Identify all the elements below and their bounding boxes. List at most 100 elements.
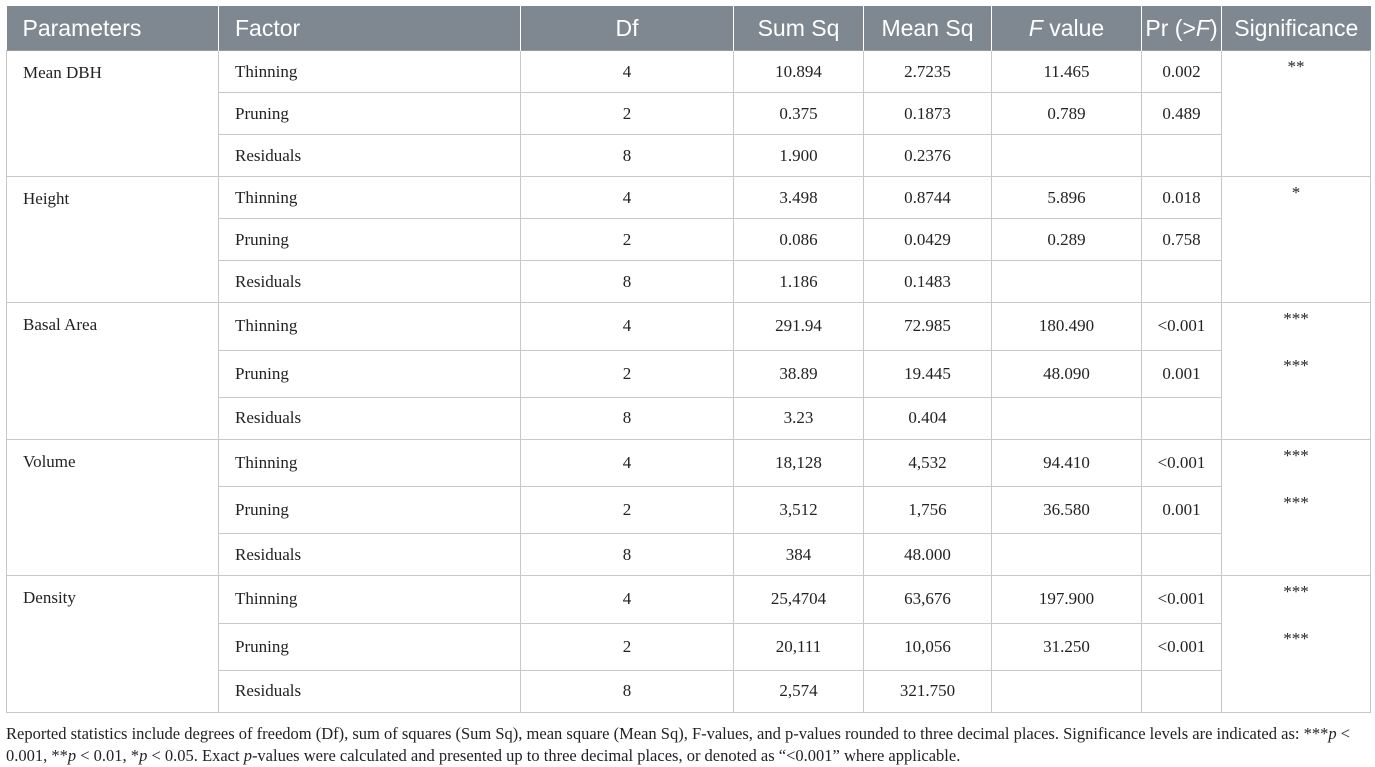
df-cell: 2	[520, 218, 734, 261]
df-cell: 2	[520, 622, 734, 671]
table-footnote: Reported statistics include degrees of f…	[6, 723, 1351, 765]
significance-cell: **	[1221, 50, 1371, 177]
sum-sq-cell: 10.894	[733, 50, 864, 93]
significance-cell: ***	[1221, 623, 1371, 670]
sum-sq-cell: 20,111	[733, 622, 864, 671]
factor-cell: Residuals	[218, 260, 521, 303]
table-row: Residuals 8 2,574 321.750	[7, 669, 1371, 713]
sum-sq-cell: 3.23	[733, 396, 864, 440]
p-value-cell: 0.018	[1141, 176, 1222, 219]
table-row: Residuals 8 1.186 0.1483	[7, 260, 1371, 303]
table-body: Mean DBH Thinning 4 10.894 2.7235 11.465 0.002…	[6, 50, 1371, 713]
df-cell: 8	[520, 260, 734, 303]
table-row: Residuals 8 384 48.000	[7, 533, 1371, 576]
header-significance: Significance	[1221, 6, 1371, 51]
mean-sq-cell: 72.985	[863, 302, 992, 351]
factor-cell: Thinning	[218, 575, 521, 624]
p-value-cell: <0.001	[1141, 302, 1222, 351]
p-value-cell	[1141, 533, 1222, 576]
header-df: Df	[520, 6, 734, 51]
significance-cell: ***	[1221, 486, 1371, 534]
factor-cell: Residuals	[218, 134, 521, 177]
p-value-cell	[1141, 669, 1222, 713]
factor-cell: Residuals	[218, 669, 521, 713]
sum-sq-cell: 38.89	[733, 349, 864, 398]
header-f-value: F value	[991, 6, 1142, 51]
table-row: Pruning 2 0.375 0.1873 0.789 0.489	[7, 92, 1371, 135]
p-value-cell: <0.001	[1141, 622, 1222, 671]
f-value-cell	[991, 669, 1142, 713]
header-mean-sq: Mean Sq	[863, 6, 992, 51]
sum-sq-cell: 1.186	[733, 260, 864, 303]
mean-sq-cell: 0.0429	[863, 218, 992, 261]
df-cell: 8	[520, 669, 734, 713]
table-row: Pruning 2 3,512 1,756 36.580 0.001 ***	[7, 486, 1371, 534]
df-cell: 4	[520, 575, 734, 624]
significance-cell: ***	[1221, 575, 1371, 623]
header-factor: Factor	[218, 6, 521, 51]
parameter-cell: Density	[6, 575, 219, 713]
sum-sq-cell: 3.498	[733, 176, 864, 219]
table-row: Volume Thinning 4 18,128 4,532 94.410 <0.001 **…	[6, 438, 1371, 576]
factor-cell: Pruning	[218, 218, 521, 261]
factor-cell: Thinning	[218, 302, 521, 351]
factor-cell: Pruning	[218, 622, 521, 671]
significance-cell: ***	[1221, 438, 1371, 487]
f-value-cell: 11.465	[991, 50, 1142, 93]
p-value-cell: 0.758	[1141, 218, 1222, 261]
mean-sq-cell: 2.7235	[863, 50, 992, 93]
p-value-cell	[1141, 396, 1222, 440]
table-header-row: Parameters Factor Df Sum Sq Mean Sq F va…	[6, 6, 1371, 51]
sum-sq-cell: 0.086	[733, 218, 864, 261]
sum-sq-cell: 0.375	[733, 92, 864, 135]
sum-sq-cell: 25,4704	[733, 575, 864, 624]
df-cell: 4	[520, 438, 734, 487]
f-value-cell	[991, 533, 1142, 576]
significance-cell	[1221, 533, 1371, 576]
mean-sq-cell: 0.8744	[863, 176, 992, 219]
factor-cell: Thinning	[218, 50, 521, 93]
sum-sq-cell: 18,128	[733, 438, 864, 487]
mean-sq-cell: 48.000	[863, 533, 992, 576]
parameter-cell: Height	[6, 176, 219, 303]
mean-sq-cell: 63,676	[863, 575, 992, 624]
mean-sq-cell: 0.2376	[863, 134, 992, 177]
f-value-cell: 197.900	[991, 575, 1142, 624]
anova-table: Parameters Factor Df Sum Sq Mean Sq F va…	[6, 6, 1371, 713]
sum-sq-cell: 1.900	[733, 134, 864, 177]
mean-sq-cell: 0.1873	[863, 92, 992, 135]
df-cell: 8	[520, 134, 734, 177]
sum-sq-cell: 291.94	[733, 302, 864, 351]
f-value-cell: 180.490	[991, 302, 1142, 351]
table-row: Density Thinning 4 25,4704 63,676 197.900 <0.0…	[6, 575, 1371, 713]
sum-sq-cell: 2,574	[733, 669, 864, 713]
table-row: Basal Area Thinning 4 291.94 72.985 180.490 <0…	[6, 302, 1371, 440]
df-cell: 2	[520, 349, 734, 398]
df-cell: 4	[520, 50, 734, 93]
p-value-cell: <0.001	[1141, 438, 1222, 487]
p-value-cell: <0.001	[1141, 575, 1222, 624]
sum-sq-cell: 3,512	[733, 486, 864, 534]
significance-cell	[1221, 670, 1371, 713]
factor-cell: Pruning	[218, 349, 521, 398]
df-cell: 2	[520, 486, 734, 534]
mean-sq-cell: 19.445	[863, 349, 992, 398]
f-value-cell	[991, 260, 1142, 303]
sum-sq-cell: 384	[733, 533, 864, 576]
mean-sq-cell: 0.1483	[863, 260, 992, 303]
significance-cell: ***	[1221, 350, 1371, 397]
significance-cell: ***	[1221, 302, 1371, 350]
f-value-cell: 5.896	[991, 176, 1142, 219]
p-value-cell: 0.002	[1141, 50, 1222, 93]
f-value-cell	[991, 396, 1142, 440]
header-sum-sq: Sum Sq	[733, 6, 864, 51]
table-row: Height Thinning 4 3.498 0.8744 5.896 0.018 *	[6, 176, 1371, 303]
table-row: Pruning 2 20,111 10,056 31.250 <0.001 ***	[7, 622, 1371, 671]
mean-sq-cell: 321.750	[863, 669, 992, 713]
f-value-cell: 0.789	[991, 92, 1142, 135]
p-value-cell	[1141, 134, 1222, 177]
f-value-cell: 94.410	[991, 438, 1142, 487]
factor-cell: Pruning	[218, 92, 521, 135]
factor-cell: Residuals	[218, 533, 521, 576]
mean-sq-cell: 0.404	[863, 396, 992, 440]
